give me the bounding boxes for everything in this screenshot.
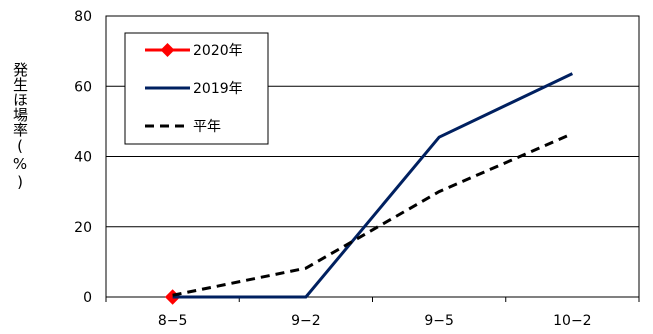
series-line bbox=[172, 72, 574, 299]
series-lines bbox=[164, 72, 574, 305]
legend-label: 2019年 bbox=[193, 81, 243, 97]
y-tick-label: 40 bbox=[74, 150, 92, 166]
axes: 0 20 40 60 80 8−5 9−2 9−5 10−2 bbox=[74, 9, 640, 329]
x-tick-label: 10−2 bbox=[553, 313, 591, 329]
series-line bbox=[172, 132, 573, 297]
x-tick-label: 8−5 bbox=[158, 313, 188, 329]
y-tick-label: 20 bbox=[74, 220, 92, 236]
legend-label: 2020年 bbox=[193, 43, 243, 59]
x-tick-label: 9−5 bbox=[424, 313, 454, 329]
x-tick-label: 9−2 bbox=[291, 313, 321, 329]
legend-label: 平年 bbox=[193, 119, 221, 135]
legend-marker bbox=[160, 43, 175, 57]
y-tick-label: 60 bbox=[74, 79, 92, 95]
y-axis-label: 発生ほ場率(%) bbox=[11, 62, 29, 191]
y-tick-label: 0 bbox=[83, 290, 92, 306]
y-tick-label: 80 bbox=[74, 9, 92, 25]
